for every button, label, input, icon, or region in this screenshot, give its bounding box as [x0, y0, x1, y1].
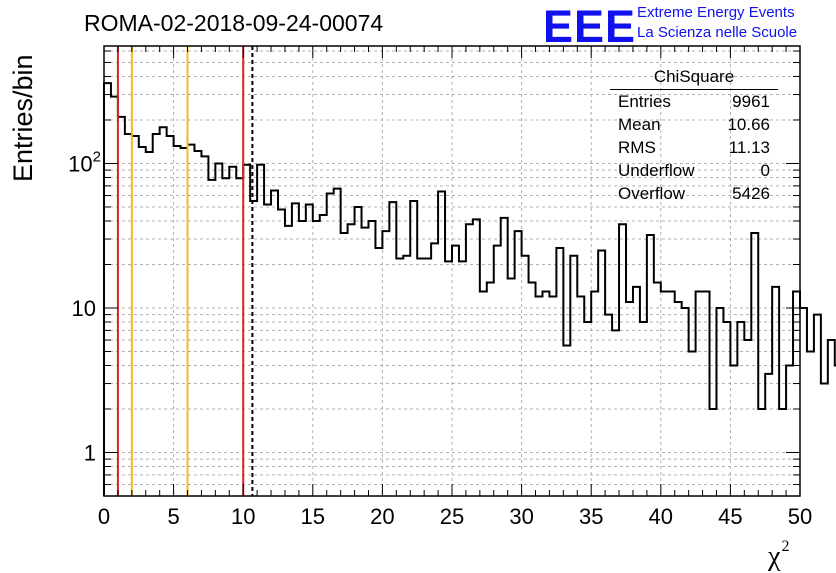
x-tick-label: 0: [98, 504, 110, 529]
stats-label: Entries: [618, 92, 671, 111]
stats-value: 11.13: [728, 138, 770, 157]
stats-label: RMS: [618, 138, 656, 157]
y-axis-label: Entries/bin: [8, 54, 38, 182]
x-tick-label: 10: [231, 504, 255, 529]
stats-row: Overflow 5426: [610, 182, 778, 205]
stats-value: 10.66: [727, 115, 770, 134]
x-tick-label: 5: [167, 504, 179, 529]
y-tick-label: 10: [72, 296, 96, 321]
stats-row: RMS 11.13: [610, 136, 778, 159]
x-tick-label: 20: [370, 504, 394, 529]
y-tick-exponent: 2: [93, 148, 101, 165]
x-axis-label: χ2: [768, 538, 789, 573]
stats-label: Overflow: [618, 184, 686, 203]
stats-row: Mean 10.66: [610, 113, 778, 136]
stats-row: Entries 9961: [610, 90, 778, 113]
x-tick-label: 30: [509, 504, 533, 529]
x-axis-label-base: χ: [768, 541, 781, 572]
chart-title: ROMA-02-2018-09-24-00074: [84, 10, 384, 36]
logo-caption-2: La Scienza nelle Scuole: [637, 24, 798, 41]
x-tick-label: 15: [301, 504, 325, 529]
y-tick-label: 1: [84, 440, 96, 465]
stats-value: 5426: [732, 184, 770, 203]
x-tick-label: 35: [579, 504, 603, 529]
stats-label: Underflow: [618, 161, 695, 180]
stats-value: 0: [760, 161, 770, 180]
stats-box: ChiSquare Entries 9961 Mean 10.66 RMS 11.13…: [610, 67, 778, 205]
eee-logo: EEE: [543, 1, 637, 52]
logo-caption-1: Extreme Energy Events: [637, 4, 795, 21]
stats-label: Mean: [618, 115, 661, 134]
stats-title: ChiSquare: [610, 67, 778, 90]
x-tick-label: 40: [649, 504, 673, 529]
y-tick-label: 102: [68, 148, 101, 176]
x-tick-label: 25: [440, 504, 464, 529]
histogram-series-line: [103, 82, 836, 496]
stats-row: Underflow 0: [610, 159, 778, 182]
x-tick-label: 45: [718, 504, 742, 529]
x-axis-label-sup: 2: [781, 538, 790, 555]
stats-value: 9961: [732, 92, 770, 111]
x-tick-label: 50: [788, 504, 812, 529]
